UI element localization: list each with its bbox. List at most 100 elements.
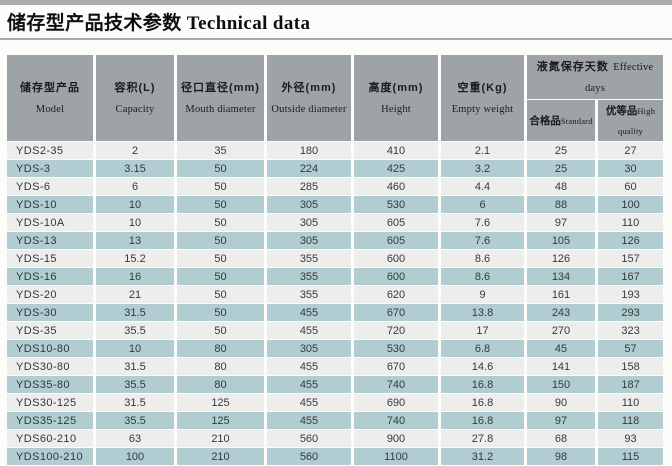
table-row: YDS30-125 31.5 125 455 690 16.8 90 110 [7,394,664,412]
value-cell: 80 [177,358,264,376]
column-header-model: 储存型产品 Model [7,55,93,142]
value-cell: 158 [598,358,664,376]
table-row: YDS-6 6 50 285 460 4.4 48 60 [7,178,664,196]
value-cell: 670 [354,304,438,322]
model-cell: YDS-10 [7,196,93,214]
value-cell: 293 [598,304,664,322]
value-cell: 455 [267,412,351,430]
header-label-zh: 外径(mm) [281,82,337,95]
value-cell: 98 [527,448,595,466]
value-cell: 35.5 [96,376,174,394]
table-row: YDS-10A 10 50 305 605 7.6 97 110 [7,214,664,232]
header-label-en: Height [381,104,411,116]
value-cell: 14.6 [441,358,524,376]
value-cell: 270 [527,322,595,340]
header-label-en: Mouth diameter [185,104,256,116]
model-cell: YDS35-80 [7,376,93,394]
table-body: YDS2-35 2 35 180 410 2.1 25 27 YDS-3 3.15 50 224 425… [7,142,664,466]
value-cell: 560 [267,448,351,466]
value-cell: 10 [96,340,174,358]
column-header-standard: 合格品Standard [527,99,595,142]
value-cell: 690 [354,394,438,412]
column-header-empty-weight: 空重(Kg) Empty weight [441,55,524,142]
value-cell: 13.8 [441,304,524,322]
value-cell: 16 [96,268,174,286]
value-cell: 100 [598,196,664,214]
table-row: YDS100-210 100 210 560 1100 31.2 98 115 [7,448,664,466]
value-cell: 1100 [354,448,438,466]
model-cell: YDS-6 [7,178,93,196]
table-row: YDS30-80 31.5 80 455 670 14.6 141 158 [7,358,664,376]
value-cell: 97 [527,412,595,430]
value-cell: 16.8 [441,412,524,430]
model-cell: YDS100-210 [7,448,93,466]
value-cell: 50 [177,196,264,214]
header-label-en: Empty weight [451,104,514,116]
value-cell: 900 [354,430,438,448]
page-title: 储存型产品技术参数 Technical data [7,13,311,34]
value-cell: 3.2 [441,160,524,178]
value-cell: 45 [527,340,595,358]
column-header-outside-diameter: 外径(mm) Outside diameter [267,55,351,142]
value-cell: 8.6 [441,250,524,268]
value-cell: 161 [527,286,595,304]
value-cell: 50 [177,178,264,196]
value-cell: 10 [96,214,174,232]
value-cell: 31.5 [96,394,174,412]
value-cell: 210 [177,448,264,466]
model-cell: YDS-3 [7,160,93,178]
value-cell: 620 [354,286,438,304]
value-cell: 57 [598,340,664,358]
model-cell: YDS-20 [7,286,93,304]
value-cell: 560 [267,430,351,448]
value-cell: 605 [354,232,438,250]
value-cell: 6 [96,178,174,196]
table-row: YDS10-80 10 80 305 530 6.8 45 57 [7,340,664,358]
header-label-zh: 径口直径(mm) [181,82,260,95]
value-cell: 125 [177,412,264,430]
column-group-header-effective-days: 液氮保存天数 Effective days [527,55,664,99]
value-cell: 410 [354,142,438,160]
value-cell: 15.2 [96,250,174,268]
value-cell: 455 [267,394,351,412]
value-cell: 27.8 [441,430,524,448]
value-cell: 305 [267,232,351,250]
header-label-en: Outside diameter [271,104,347,116]
value-cell: 180 [267,142,351,160]
value-cell: 97 [527,214,595,232]
header-label-en: High quality [618,105,656,137]
value-cell: 63 [96,430,174,448]
value-cell: 50 [177,268,264,286]
value-cell: 425 [354,160,438,178]
value-cell: 740 [354,376,438,394]
model-cell: YDS30-80 [7,358,93,376]
value-cell: 134 [527,268,595,286]
value-cell: 13 [96,232,174,250]
model-cell: YDS-30 [7,304,93,322]
table-row: YDS-10 10 50 305 530 6 88 100 [7,196,664,214]
table-row: YDS-15 15.2 50 355 600 8.6 126 157 [7,250,664,268]
value-cell: 285 [267,178,351,196]
table-row: YDS2-35 2 35 180 410 2.1 25 27 [7,142,664,160]
model-cell: YDS2-35 [7,142,93,160]
value-cell: 150 [527,376,595,394]
table-row: YDS-16 16 50 355 600 8.6 134 167 [7,268,664,286]
value-cell: 355 [267,286,351,304]
value-cell: 35 [177,142,264,160]
value-cell: 3.15 [96,160,174,178]
value-cell: 9 [441,286,524,304]
value-cell: 6.8 [441,340,524,358]
model-cell: YDS35-125 [7,412,93,430]
model-cell: YDS10-80 [7,340,93,358]
value-cell: 126 [598,232,664,250]
value-cell: 35.5 [96,322,174,340]
model-cell: YDS-35 [7,322,93,340]
value-cell: 600 [354,268,438,286]
header-label-zh: 高度(mm) [368,82,424,95]
value-cell: 17 [441,322,524,340]
value-cell: 30 [598,160,664,178]
value-cell: 455 [267,358,351,376]
value-cell: 224 [267,160,351,178]
value-cell: 60 [598,178,664,196]
value-cell: 125 [177,394,264,412]
